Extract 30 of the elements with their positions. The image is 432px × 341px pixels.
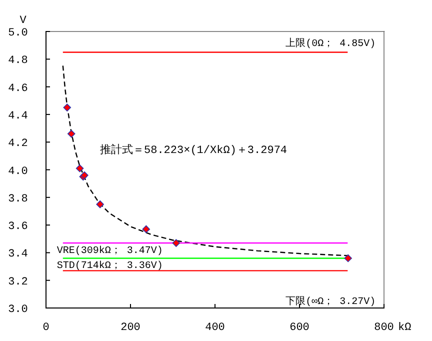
x-tick-label: 0 — [42, 322, 50, 334]
y-tick-label: 5.0 — [8, 28, 28, 40]
point — [76, 164, 84, 172]
annotation: 推計式＝58.223×(1/XkΩ)＋3.2974 — [100, 145, 288, 157]
y-tick-label: 4.4 — [8, 110, 28, 122]
x-tick-label: 800 — [374, 322, 394, 334]
y-tick-label: 3.4 — [8, 248, 28, 261]
y-tick-label: 3.6 — [8, 221, 28, 234]
point — [142, 225, 150, 234]
x-tick-label: 200 — [120, 322, 140, 334]
point — [172, 239, 180, 247]
y-axis-title: V — [20, 15, 27, 27]
y-tick-label: 4.0 — [8, 166, 28, 178]
point — [96, 200, 104, 208]
series-label: 上限(0Ω； 4.85V) — [286, 39, 376, 50]
y-tick-label: 3.8 — [8, 193, 28, 206]
y-tick-label: 4.8 — [8, 55, 28, 68]
x-tick-label: 600 — [290, 322, 310, 334]
x-axis-title: kΩ — [398, 322, 412, 334]
y-tick-label: 3.0 — [8, 304, 28, 316]
series-label: STD(714kΩ； 3.36V) — [56, 261, 163, 272]
point — [67, 130, 76, 138]
y-tick-label: 3.2 — [8, 276, 28, 288]
series-label: VRE(309kΩ； 3.47V) — [56, 246, 163, 258]
x-tick-label: 400 — [205, 322, 225, 334]
point — [63, 104, 72, 112]
series-label: 下限(∞Ω； 3.27V) — [286, 297, 376, 308]
y-tick-label: 4.2 — [8, 138, 28, 150]
y-tick-label: 4.6 — [8, 82, 28, 95]
point — [344, 254, 352, 262]
